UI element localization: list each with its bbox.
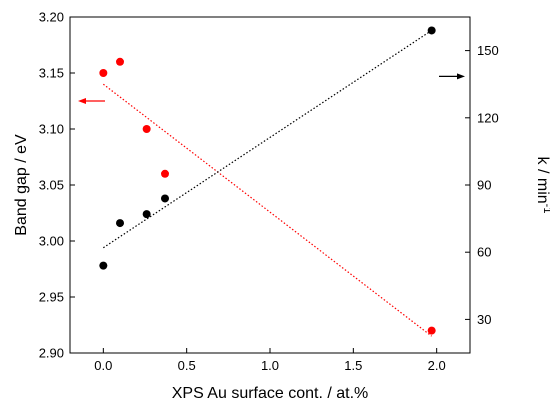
left-y-tick-label: 3.10 <box>39 122 64 137</box>
rate-constant-point <box>161 194 169 203</box>
rate-constant-point <box>427 26 436 35</box>
left-y-tick-label: 3.00 <box>39 234 64 249</box>
right-y-tick-label: 30 <box>477 312 491 327</box>
rate-constant-fit-line <box>103 29 432 249</box>
right-y-tick-label: 120 <box>477 110 499 125</box>
left-y-tick-label: 3.15 <box>39 66 64 81</box>
band-gap-fit-line <box>102 83 433 337</box>
fit-lines <box>102 29 433 337</box>
right-y-axis-ticks: 30 60 90 120 150 <box>465 43 499 327</box>
rate-constant-point <box>116 219 124 228</box>
band-gap-point <box>142 125 151 133</box>
x-tick-label: 0.5 <box>178 358 196 373</box>
axis-arrows <box>78 73 465 104</box>
right-y-tick-label: 60 <box>477 245 491 260</box>
right-y-tick-label: 90 <box>477 178 491 193</box>
x-axis-ticks: 0.0 0.5 1.0 1.5 2.0 <box>94 348 446 373</box>
rate-constant-point <box>99 261 108 270</box>
band-gap-point <box>116 57 124 66</box>
right-axis-arrowhead <box>457 73 465 80</box>
x-axis-title: XPS Au surface cont. / at.% <box>172 385 369 402</box>
x-tick-label: 2.0 <box>428 358 446 373</box>
x-tick-label: 1.5 <box>344 358 362 373</box>
left-axis-arrowhead <box>78 98 86 104</box>
left-y-tick-label: 2.95 <box>39 290 64 305</box>
left-y-axis-ticks: 2.90 2.95 3.00 3.05 3.10 3.15 3.20 <box>39 10 75 361</box>
rate-constant-point <box>142 210 151 219</box>
band-gap-point <box>427 326 436 335</box>
left-y-tick-label: 3.20 <box>39 10 64 25</box>
right-y-axis-title: k / min-1 <box>534 157 550 214</box>
band-gap-point <box>161 169 169 178</box>
data-points <box>99 26 436 335</box>
left-y-tick-label: 3.05 <box>39 178 64 193</box>
plot-frame <box>69 16 471 354</box>
right-y-tick-label: 150 <box>477 43 499 58</box>
right-y-axis-title-superscript: -1 <box>541 204 550 214</box>
x-tick-label: 1.0 <box>261 358 279 373</box>
left-y-axis-title: Band gap / eV <box>13 134 30 236</box>
right-y-axis-title-main: k / min <box>534 157 550 204</box>
x-tick-label: 0.0 <box>94 358 112 373</box>
band-gap-point <box>99 69 108 77</box>
left-y-tick-label: 2.90 <box>39 346 64 361</box>
